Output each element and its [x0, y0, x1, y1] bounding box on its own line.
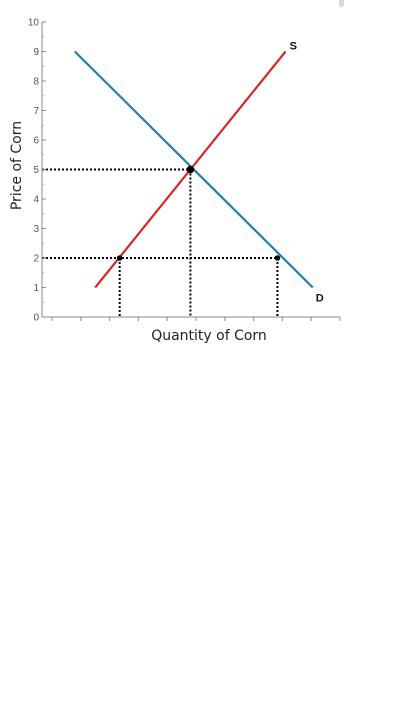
reference-lines	[42, 168, 279, 317]
y-tick-label: 2	[33, 254, 39, 265]
markers	[116, 165, 281, 261]
y-tick-label: 6	[33, 136, 39, 147]
y-tick-label: 8	[33, 77, 39, 88]
y-tick-label: 4	[33, 195, 39, 206]
y-tick-label: 5	[33, 165, 39, 176]
demand-curve-label: D	[316, 293, 324, 305]
x-axis-title: Quantity of Corn	[151, 328, 267, 344]
axes: 0 1 2 3 4 5 6 7 8 9 10	[28, 18, 341, 324]
price-floor-point	[116, 255, 123, 261]
labels: S D Quantity of Corn Price of Corn	[9, 41, 324, 345]
corner-mark	[339, 0, 344, 7]
y-tick-label: 3	[33, 224, 39, 235]
supply-curve-label: S	[290, 41, 297, 53]
y-tick-label: 1	[33, 283, 39, 294]
y-tick-label: 0	[33, 313, 39, 324]
price-floor-point	[274, 255, 281, 261]
y-tick-label: 9	[33, 47, 39, 58]
equilibrium-point	[186, 165, 195, 174]
y-tick-label: 10	[28, 18, 40, 29]
y-tick-label: 7	[33, 106, 39, 117]
y-axis-title: Price of Corn	[9, 121, 25, 210]
